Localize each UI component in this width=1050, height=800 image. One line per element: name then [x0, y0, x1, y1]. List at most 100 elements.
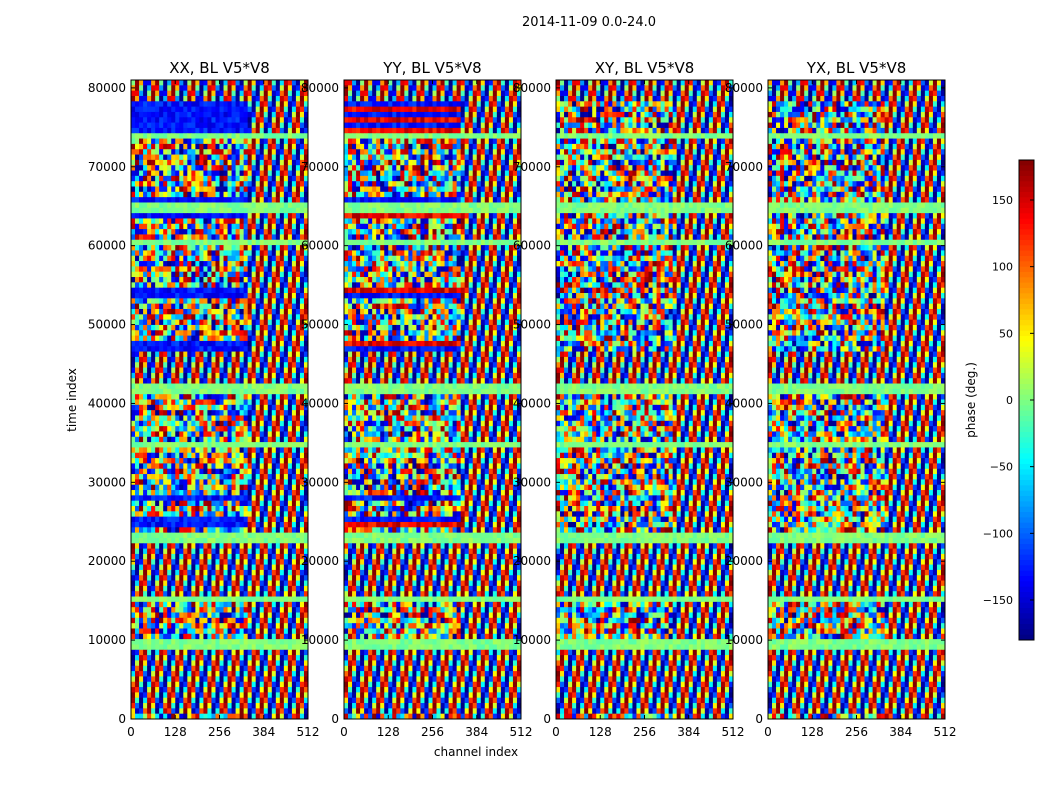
heatmap-cell [155, 527, 160, 534]
heatmap-cell [207, 410, 212, 416]
heatmap-cell [259, 665, 265, 672]
heatmap-cell [175, 239, 180, 246]
heatmap-cell [203, 255, 208, 262]
heatmap-cell [175, 106, 180, 113]
heatmap-cell [235, 117, 241, 124]
heatmap-cell [299, 426, 305, 432]
heatmap-cell [255, 175, 261, 182]
heatmap-cell [267, 655, 273, 661]
heatmap-cell [291, 80, 297, 86]
heatmap-cell [191, 90, 196, 97]
heatmap-cell [143, 447, 148, 454]
heatmap-cell [259, 388, 265, 395]
heatmap-cell [143, 628, 148, 635]
heatmap-cell [131, 564, 136, 571]
heatmap-cell [263, 442, 269, 448]
heatmap-cell [291, 511, 297, 518]
heatmap-cell [171, 362, 176, 368]
heatmap-cell [263, 447, 269, 454]
heatmap-cell [151, 564, 156, 571]
heatmap-cell [247, 660, 253, 667]
heatmap-cell [195, 165, 200, 171]
heatmap-cell [135, 277, 140, 283]
heatmap-cell [207, 324, 212, 331]
heatmap-cell [227, 308, 232, 315]
heatmap-cell [255, 245, 261, 251]
heatmap-cell [175, 85, 180, 92]
heatmap-cell [251, 111, 257, 118]
heatmap-cell [183, 143, 188, 150]
heatmap-cell [179, 516, 184, 523]
heatmap-cell [283, 516, 289, 523]
heatmap-cell [203, 543, 208, 550]
heatmap-cell [211, 399, 216, 406]
heatmap-cell [223, 521, 228, 528]
heatmap-cell [207, 388, 212, 395]
heatmap-cell [239, 314, 245, 321]
heatmap-cell [219, 271, 224, 278]
heatmap-cell [247, 617, 253, 624]
heatmap-cell [239, 399, 245, 406]
heatmap-cell [259, 612, 265, 619]
heatmap-cell [163, 245, 168, 251]
heatmap-cell [263, 319, 269, 326]
heatmap-cell [227, 234, 232, 241]
heatmap-cell [267, 197, 273, 203]
heatmap-cell [135, 308, 140, 315]
heatmap-cell [243, 133, 249, 139]
heatmap-cell [207, 580, 212, 587]
heatmap-cell [231, 197, 236, 203]
heatmap-cell [215, 298, 220, 305]
heatmap-cell [163, 90, 168, 97]
heatmap-cell [287, 394, 293, 400]
heatmap-cell [191, 378, 196, 384]
heatmap-cell [143, 490, 148, 496]
heatmap-cell [235, 511, 241, 518]
heatmap-cell [295, 506, 301, 512]
heatmap-cell [231, 261, 236, 267]
heatmap-cell [171, 548, 176, 555]
heatmap-cell [263, 649, 269, 656]
heatmap-cell [199, 250, 204, 257]
heatmap-cell [203, 516, 208, 523]
heatmap-cell [243, 165, 249, 171]
heatmap-cell [163, 346, 168, 352]
heatmap-cell [163, 660, 168, 667]
heatmap-cell [207, 351, 212, 358]
heatmap-cell [299, 415, 305, 422]
heatmap-cell [191, 287, 196, 294]
heatmap-cell [183, 101, 188, 108]
heatmap-cell [211, 159, 216, 166]
heatmap-cell [223, 665, 228, 672]
heatmap-cell [187, 649, 192, 656]
heatmap-cell [131, 266, 136, 273]
heatmap-cell [143, 335, 148, 342]
heatmap-cell [199, 431, 204, 438]
heatmap-cell [235, 234, 241, 241]
heatmap-cell [291, 138, 297, 145]
heatmap-cell [283, 649, 289, 656]
heatmap-cell [147, 170, 152, 177]
heatmap-cell [247, 127, 253, 134]
heatmap-cell [171, 324, 176, 331]
heatmap-cell [203, 607, 208, 613]
heatmap-cell [247, 495, 253, 502]
heatmap-cell [143, 644, 148, 651]
heatmap-cell [147, 490, 152, 496]
heatmap-cell [275, 495, 281, 502]
heatmap-cell [235, 516, 241, 523]
heatmap-cell [135, 431, 140, 438]
heatmap-cell [299, 250, 305, 257]
heatmap-cell [303, 511, 308, 518]
heatmap-cell [195, 633, 200, 640]
heatmap-cell [195, 330, 200, 336]
heatmap-cell [259, 245, 265, 251]
heatmap-cell [215, 266, 220, 273]
heatmap-cell [167, 378, 172, 384]
heatmap-cell [243, 282, 249, 289]
heatmap-cell [203, 601, 208, 608]
heatmap-cell [207, 452, 212, 459]
heatmap-cell [299, 527, 305, 534]
heatmap-cell [279, 474, 285, 480]
heatmap-cell [207, 442, 212, 448]
